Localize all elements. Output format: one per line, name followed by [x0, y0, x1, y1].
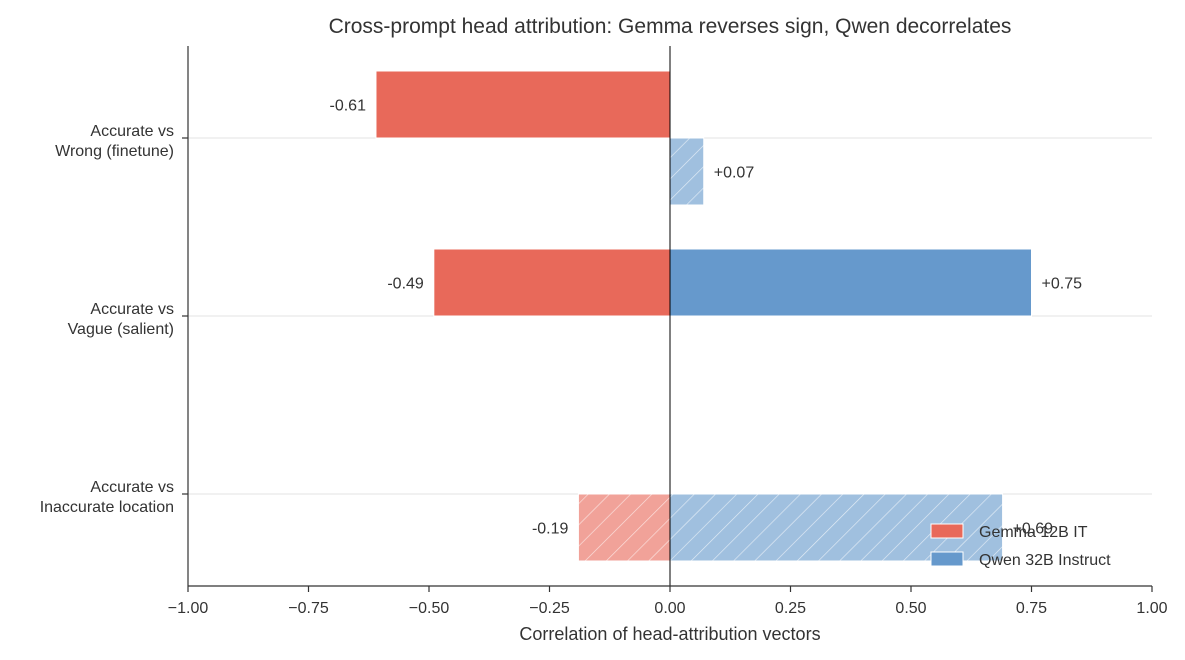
bar-label-qwen-1: +0.75	[1042, 276, 1083, 293]
bar-label-qwen-2: +0.69	[1013, 521, 1054, 538]
bar-qwen-1	[669, 248, 1032, 317]
legend-swatch-qwen	[930, 551, 964, 567]
bars	[375, 70, 1032, 562]
bar-hatch-gemma-2	[578, 494, 670, 561]
x-ticks: −1.00 −0.75 −0.50 −0.25 0.00 0.25 0.50 0.75 1.00	[168, 586, 1168, 617]
bar-value-labels: -0.61 -0.49 -0.19 +0.07 +0.75 +0.69	[330, 98, 1083, 538]
bar-label-gemma-0: -0.61	[330, 98, 367, 115]
x-tick-label-4: 0.00	[654, 600, 685, 617]
x-tick-label-1: −0.75	[288, 600, 329, 617]
bar-hatch-qwen-0	[670, 138, 704, 205]
legend-swatch-gemma	[930, 523, 964, 539]
x-tick-label-8: 1.00	[1136, 600, 1167, 617]
x-tick-label-0: −1.00	[168, 600, 209, 617]
bar-gemma-0	[375, 70, 671, 139]
legend-label-qwen: Qwen 32B Instruct	[979, 552, 1111, 569]
x-tick-label-5: 0.25	[775, 600, 806, 617]
y-ticks: Accurate vs Wrong (finetune) Accurate vs Va…	[40, 123, 188, 516]
x-axis-label: Correlation of head-attribution vectors	[519, 624, 820, 644]
bar-label-qwen-0: +0.07	[714, 165, 755, 182]
legend: Gemma 12B IT Qwen 32B Instruct	[930, 523, 1111, 569]
y-tick-label-2: Accurate vs Inaccurate location	[40, 479, 174, 516]
bar-gemma-1	[433, 248, 671, 317]
y-tick-label-1: Accurate vs Vague (salient)	[68, 301, 174, 338]
bar-label-gemma-1: -0.49	[387, 276, 424, 293]
x-tick-label-3: −0.25	[529, 600, 570, 617]
y-tick-label-0: Accurate vs Wrong (finetune)	[55, 123, 174, 160]
x-tick-label-2: −0.50	[409, 600, 450, 617]
bar-label-gemma-2: -0.19	[532, 521, 569, 538]
x-tick-label-6: 0.50	[895, 600, 926, 617]
chart-title: Cross-prompt head attribution: Gemma rev…	[329, 15, 1012, 38]
legend-label-gemma: Gemma 12B IT	[979, 524, 1088, 541]
x-tick-label-7: 0.75	[1016, 600, 1047, 617]
